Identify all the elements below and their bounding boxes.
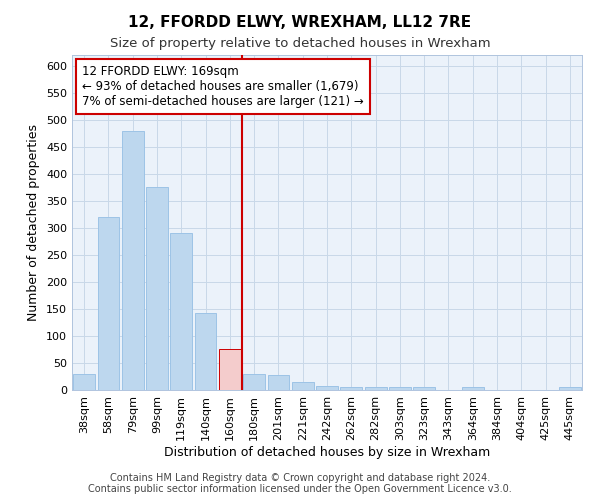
- X-axis label: Distribution of detached houses by size in Wrexham: Distribution of detached houses by size …: [164, 446, 490, 458]
- Bar: [292, 382, 314, 390]
- Bar: [559, 388, 581, 390]
- Bar: [413, 388, 435, 390]
- Text: 12 FFORDD ELWY: 169sqm
← 93% of detached houses are smaller (1,679)
7% of semi-d: 12 FFORDD ELWY: 169sqm ← 93% of detached…: [82, 65, 364, 108]
- Bar: [316, 386, 338, 390]
- Bar: [146, 188, 168, 390]
- Bar: [97, 217, 119, 390]
- Text: Size of property relative to detached houses in Wrexham: Size of property relative to detached ho…: [110, 38, 490, 51]
- Bar: [122, 130, 143, 390]
- Bar: [365, 388, 386, 390]
- Bar: [243, 374, 265, 390]
- Bar: [73, 374, 95, 390]
- Bar: [194, 312, 217, 390]
- Bar: [389, 388, 411, 390]
- Bar: [170, 234, 192, 390]
- Text: Contains HM Land Registry data © Crown copyright and database right 2024.
Contai: Contains HM Land Registry data © Crown c…: [88, 473, 512, 494]
- Bar: [219, 350, 241, 390]
- Bar: [268, 375, 289, 390]
- Bar: [340, 388, 362, 390]
- Text: 12, FFORDD ELWY, WREXHAM, LL12 7RE: 12, FFORDD ELWY, WREXHAM, LL12 7RE: [128, 15, 472, 30]
- Bar: [462, 388, 484, 390]
- Y-axis label: Number of detached properties: Number of detached properties: [28, 124, 40, 321]
